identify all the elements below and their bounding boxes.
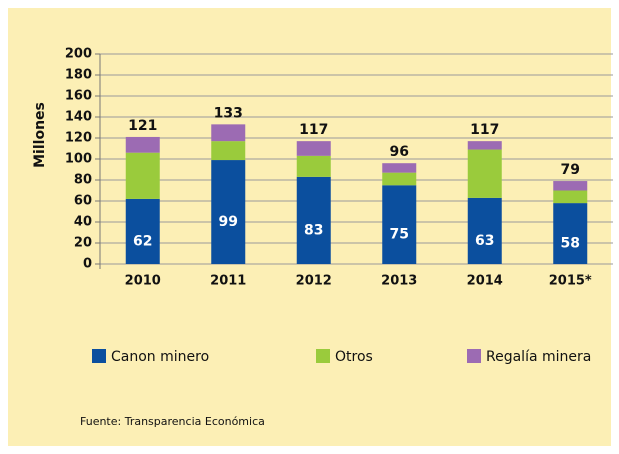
- y-tick-label: 200: [65, 47, 92, 62]
- value-label: 62: [133, 233, 152, 249]
- bar-segment: [382, 172, 417, 186]
- legend-label: Regalía minera: [486, 349, 591, 365]
- source: Fuente: Transparencia Económica: [80, 415, 265, 428]
- value-label: 75: [390, 227, 409, 243]
- value-label: 58: [561, 236, 580, 252]
- bar-segment: [211, 124, 246, 142]
- bar-segment: [382, 163, 417, 173]
- bar-segment: [296, 141, 331, 156]
- bar-segment: [125, 198, 160, 264]
- bar-segment: [125, 152, 160, 199]
- total-label: 133: [214, 105, 243, 121]
- legend-label: Otros: [335, 349, 373, 365]
- y-tick-label: 80: [74, 173, 92, 188]
- y-tick-label: 120: [65, 131, 92, 146]
- bar-segment: [553, 190, 588, 204]
- x-tick-label: 2015*: [549, 274, 592, 289]
- total-label: 117: [299, 122, 328, 138]
- y-tick-label: 100: [65, 152, 92, 167]
- bar-segment: [467, 149, 502, 198]
- total-label: 121: [128, 118, 157, 134]
- bar-segment: [553, 181, 588, 191]
- bar-segment: [467, 141, 502, 150]
- legend-swatch: [467, 349, 481, 363]
- y-tick-label: 60: [74, 194, 92, 209]
- legend-swatch: [316, 349, 330, 363]
- x-tick-label: 2013: [381, 274, 417, 289]
- bar-segment: [467, 197, 502, 264]
- bar-segment: [553, 203, 588, 264]
- total-label: 79: [561, 162, 580, 178]
- bar-segment: [125, 136, 160, 153]
- y-tick-label: 0: [83, 257, 92, 272]
- legend-label: Canon minero: [111, 349, 209, 365]
- bar-segment: [296, 155, 331, 177]
- bar-segment: [382, 185, 417, 264]
- bar-segment: [296, 176, 331, 264]
- value-label: 63: [475, 233, 494, 249]
- y-tick-label: 40: [74, 215, 92, 230]
- x-tick-label: 2014: [467, 274, 503, 289]
- bar-segment: [211, 141, 246, 161]
- legend-swatch: [92, 349, 106, 363]
- x-tick-label: 2011: [210, 274, 246, 289]
- x-tick-label: 2012: [296, 274, 332, 289]
- x-tick-label: 2010: [125, 274, 161, 289]
- total-label: 96: [390, 144, 409, 160]
- total-label: 117: [470, 122, 499, 138]
- value-label: 83: [304, 222, 323, 238]
- y-tick-label: 140: [65, 110, 92, 125]
- bar-segment: [211, 160, 246, 264]
- y-tick-label: 160: [65, 89, 92, 104]
- y-tick-label: 180: [65, 68, 92, 83]
- y-axis-title: Millones: [32, 102, 48, 168]
- y-tick-label: 20: [74, 236, 92, 251]
- value-label: 99: [219, 214, 238, 230]
